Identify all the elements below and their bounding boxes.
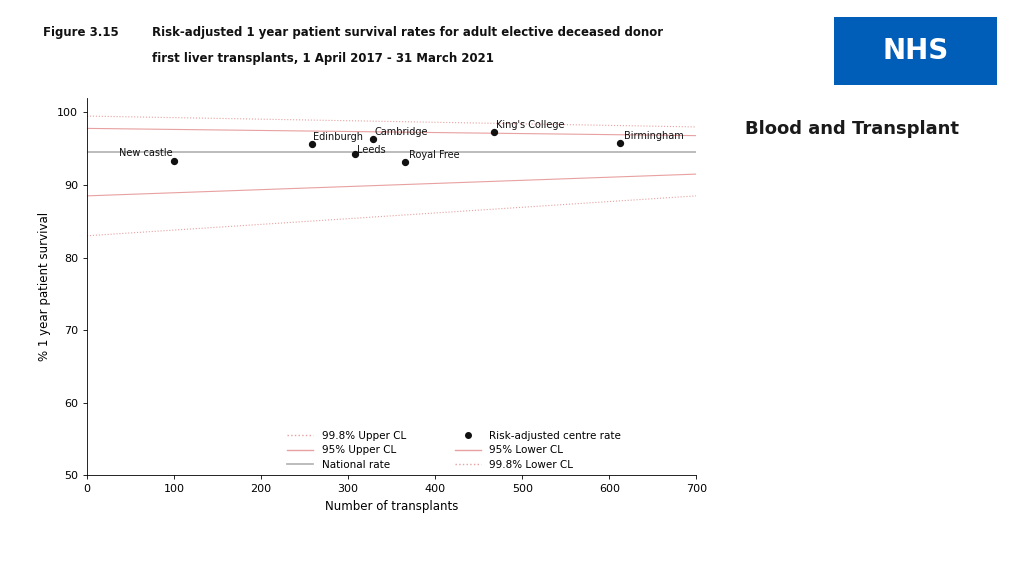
Legend: Risk-adjusted centre rate, 95% Lower CL, 99.8% Lower CL: Risk-adjusted centre rate, 95% Lower CL,… <box>455 431 621 470</box>
Text: first liver transplants, 1 April 2017 - 31 March 2021: first liver transplants, 1 April 2017 - … <box>152 52 494 65</box>
Point <box>166 157 182 166</box>
Text: King's College: King's College <box>496 120 564 130</box>
X-axis label: Number of transplants: Number of transplants <box>325 500 459 513</box>
Point <box>365 135 381 144</box>
Point <box>486 127 503 137</box>
Point <box>303 140 319 149</box>
Point <box>611 138 628 147</box>
Text: Cambridge: Cambridge <box>375 127 428 137</box>
Text: Source: Annual Report on Liver Transplantation 2021/22, NHS Blood and Transplant: Source: Annual Report on Liver Transplan… <box>194 543 830 558</box>
Point <box>396 158 413 167</box>
Text: Leeds: Leeds <box>357 145 385 156</box>
Text: Edinburgh: Edinburgh <box>313 132 364 142</box>
Text: Royal Free: Royal Free <box>410 150 460 160</box>
FancyBboxPatch shape <box>835 17 997 85</box>
Text: New castle: New castle <box>119 148 172 158</box>
Text: Figure 3.15: Figure 3.15 <box>43 26 119 39</box>
Y-axis label: % 1 year patient survival: % 1 year patient survival <box>39 212 51 361</box>
Text: NHS: NHS <box>883 37 949 65</box>
Point <box>347 149 364 158</box>
Text: Blood and Transplant: Blood and Transplant <box>745 120 959 138</box>
Text: Birmingham: Birmingham <box>624 131 684 141</box>
Text: Risk-adjusted 1 year patient survival rates for adult elective deceased donor: Risk-adjusted 1 year patient survival ra… <box>152 26 663 39</box>
